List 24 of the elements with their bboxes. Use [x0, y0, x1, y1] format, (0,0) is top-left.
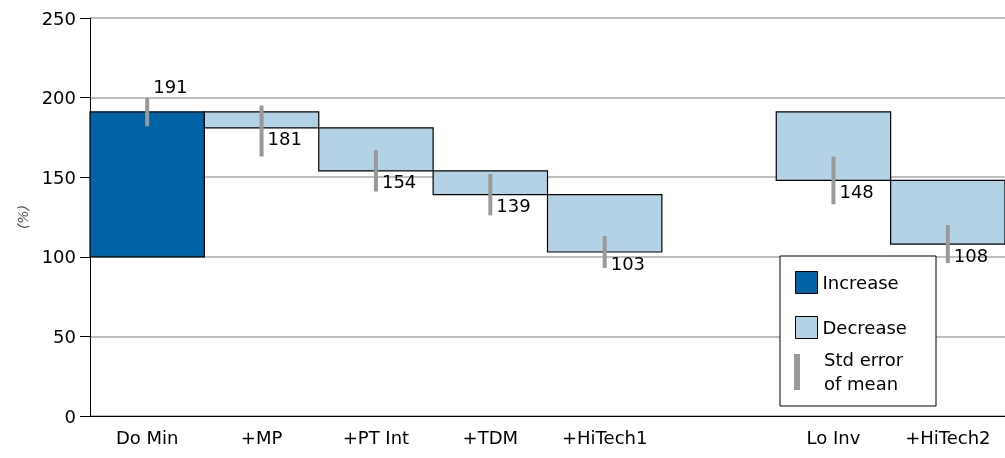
legend-label: Increase: [822, 272, 899, 293]
x-tick-label: +TDM: [462, 426, 519, 448]
y-axis-title: (%): [15, 204, 31, 230]
annotation: Std error of mean: [824, 348, 905, 396]
y-tick-label: 100: [41, 246, 76, 268]
y-tick-label: 250: [41, 7, 76, 29]
x-tick-label: Lo Inv: [806, 426, 861, 448]
x-tick-label: +PT Int: [342, 426, 410, 448]
annotation: 108: [953, 244, 989, 266]
x-tick-label: +HiTech2: [905, 426, 991, 448]
x-tick-label: +MP: [240, 426, 283, 448]
x-tick-label: Do Min: [115, 426, 179, 448]
annotation: 148: [839, 180, 874, 202]
legend-label: Decrease: [822, 317, 907, 338]
annotation: 191: [153, 76, 188, 98]
y-tick-label: 200: [41, 87, 76, 109]
annotation: 181: [267, 128, 302, 150]
x-tick-label: +HiTech1: [561, 426, 648, 448]
y-tick-label: 50: [53, 325, 76, 347]
y-tick-label: 0: [64, 405, 76, 427]
annotation: 139: [496, 195, 531, 217]
y-tick-label: 150: [41, 166, 76, 188]
annotation: 103: [610, 252, 646, 274]
annotation: 154: [381, 171, 417, 193]
